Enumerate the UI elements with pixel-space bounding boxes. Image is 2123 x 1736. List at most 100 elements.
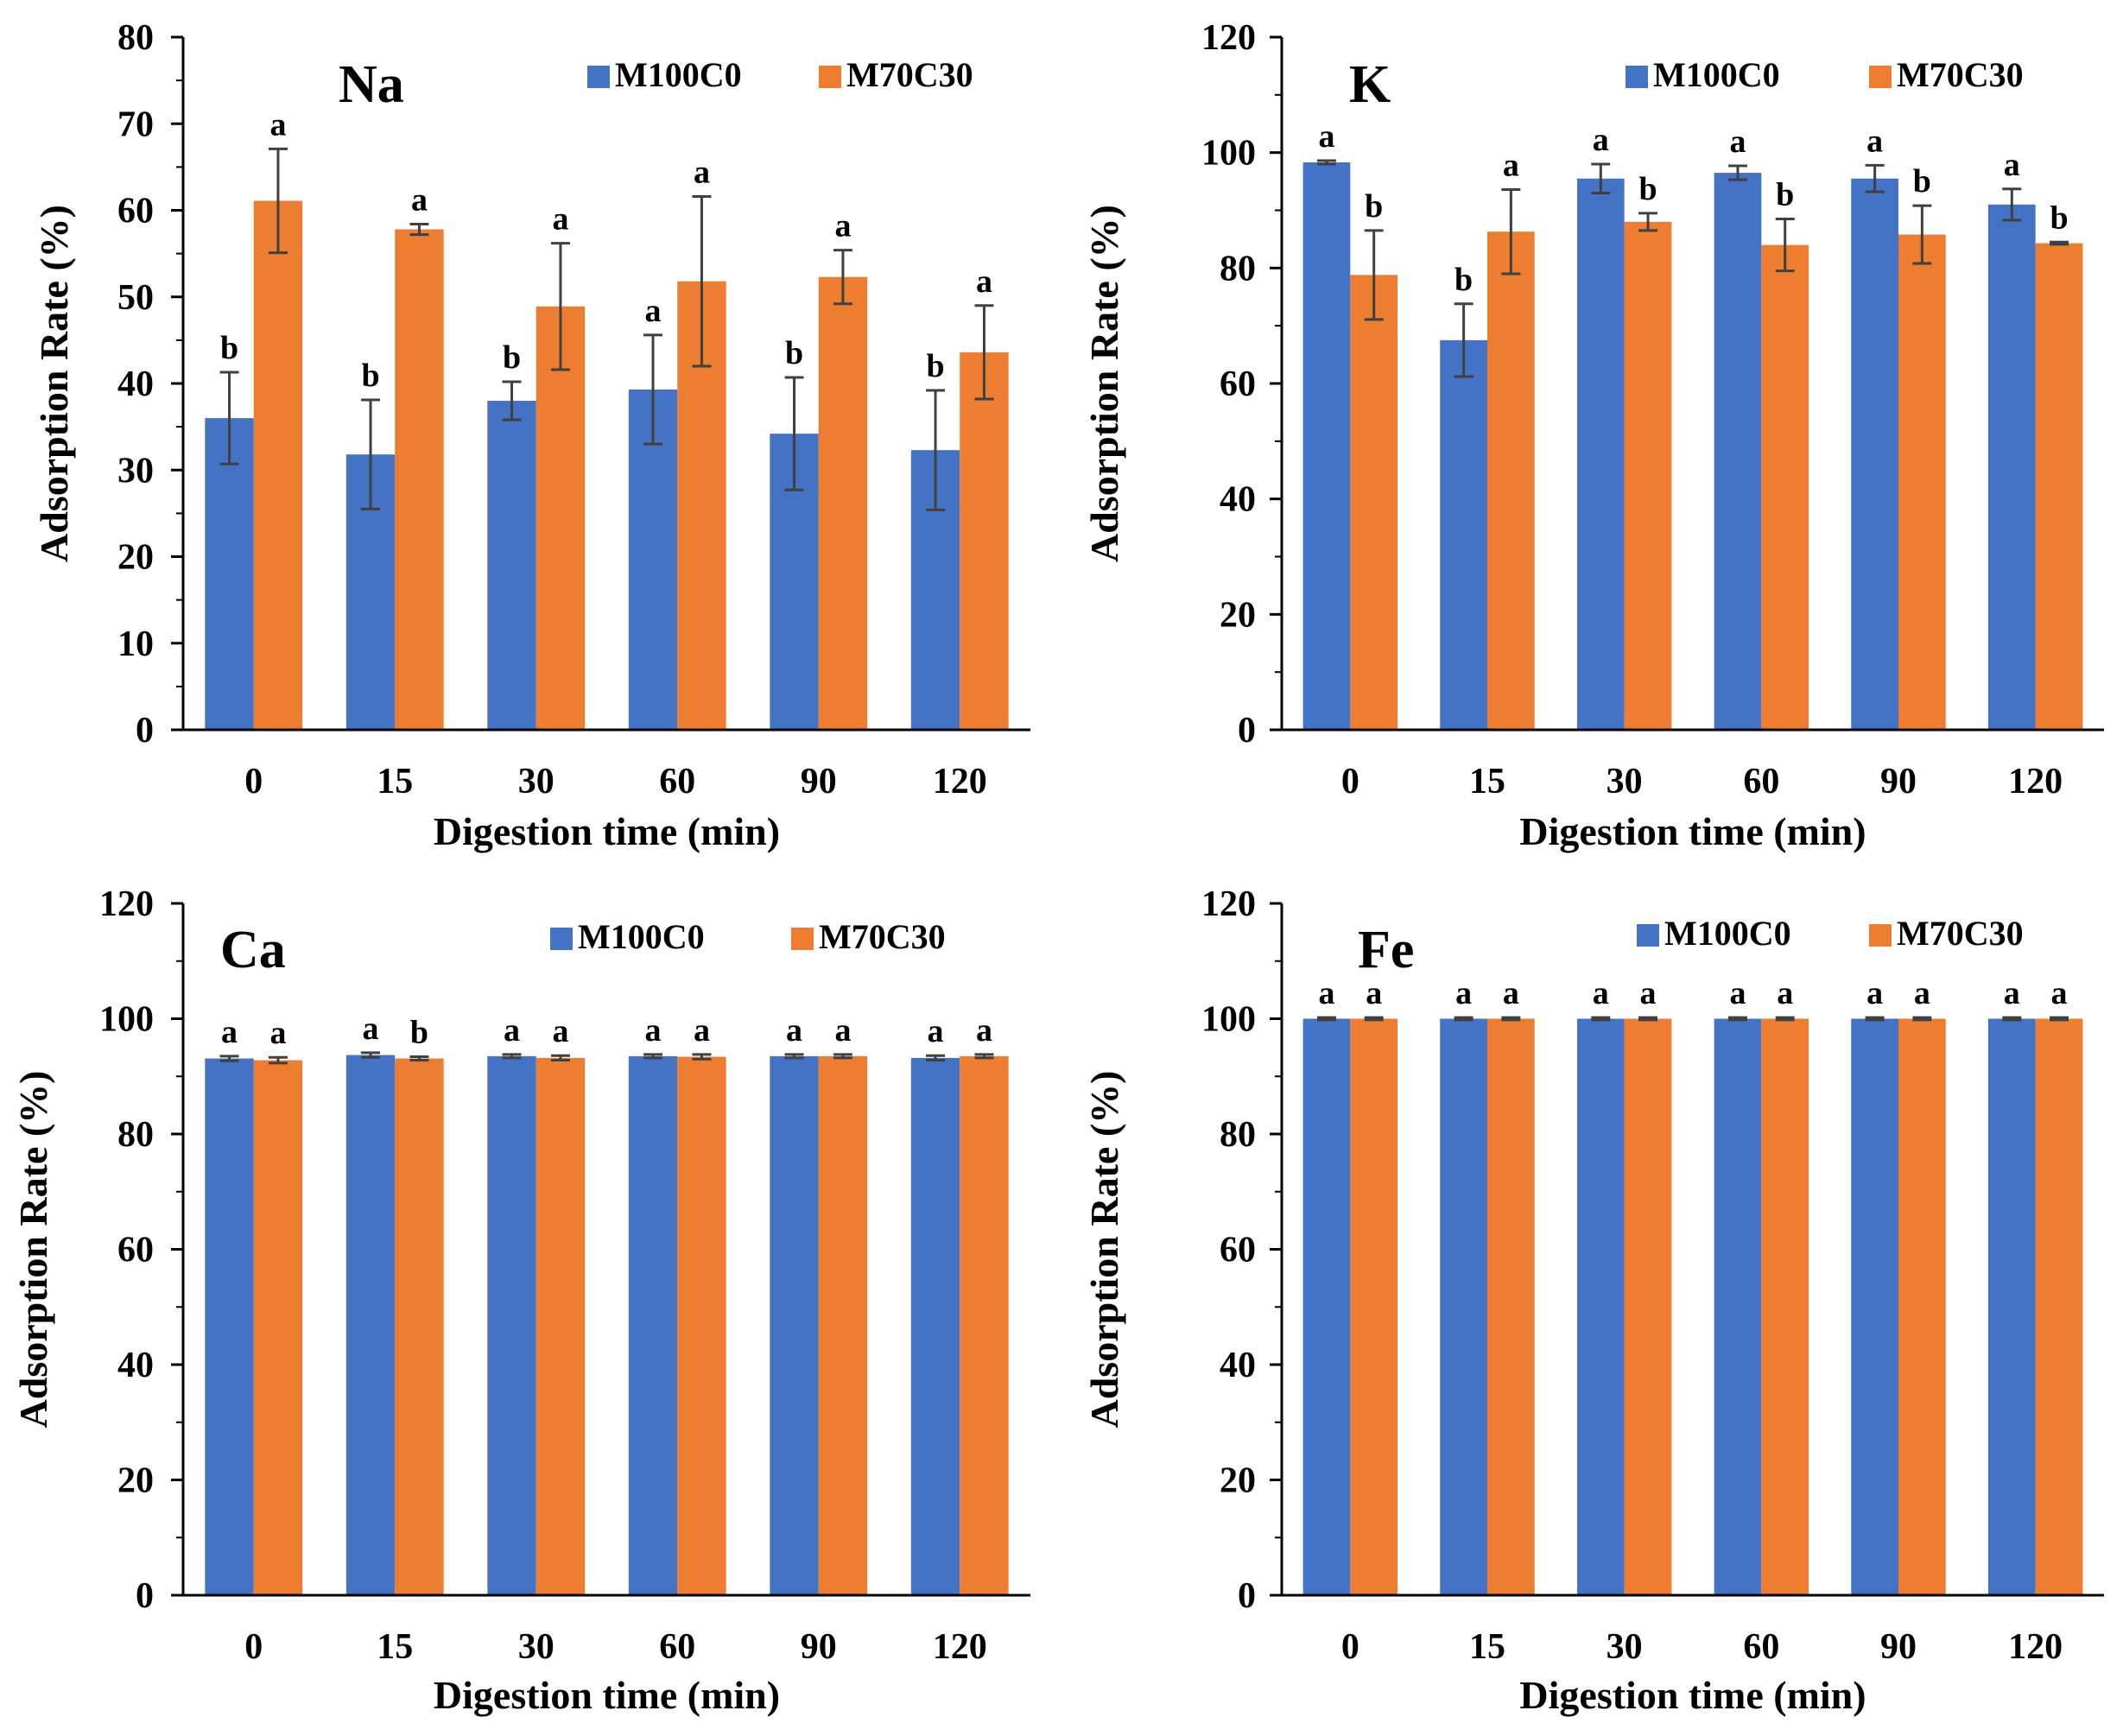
bar-m100c0 — [1987, 204, 2036, 731]
y-tick-label: 70 — [117, 105, 154, 144]
significance-letter: a — [786, 1012, 802, 1049]
bar-m70c30 — [395, 1058, 444, 1595]
significance-letter: a — [269, 1015, 286, 1051]
y-tick-label: 80 — [1220, 1115, 1256, 1155]
legend-label-m70c30: M70C30 — [1897, 55, 2024, 94]
bar-m70c30 — [1761, 1018, 1809, 1595]
significance-letter: b — [1913, 163, 1931, 200]
significance-letter: b — [1454, 262, 1473, 298]
y-tick-label: 80 — [1220, 249, 1256, 288]
bar-m70c30 — [1487, 231, 1535, 730]
y-tick-label: 20 — [1220, 1461, 1256, 1501]
y-tick-label: 40 — [1220, 480, 1256, 520]
bar-m70c30 — [818, 276, 868, 730]
y-tick-label: 120 — [1201, 884, 1256, 924]
significance-letter: a — [976, 1012, 992, 1049]
legend-swatch-m70c30 — [819, 66, 841, 88]
y-tick-label: 50 — [117, 278, 154, 318]
significance-letter: a — [2004, 147, 2020, 183]
x-tick-label: 60 — [1743, 762, 1779, 801]
significance-letter: a — [269, 106, 286, 143]
bar-m70c30 — [1350, 275, 1398, 730]
bar-m70c30 — [1487, 1018, 1535, 1595]
x-tick-label: 120 — [933, 762, 987, 801]
y-tick-label: 0 — [1238, 711, 1256, 751]
significance-letter: b — [1638, 171, 1657, 207]
bar-m100c0 — [345, 1055, 396, 1595]
significance-letter: a — [1866, 975, 1883, 1011]
legend-label-m70c30: M70C30 — [1897, 914, 2024, 953]
significance-letter: b — [1365, 188, 1383, 225]
legend-swatch-m100c0 — [587, 66, 610, 88]
y-tick-label: 60 — [117, 1231, 154, 1270]
chart-panel-na: 0 10 20 30 40 50 60 70 80 b b b a b b a a a a a a 0 15 30 60 90 12… — [32, 18, 1030, 853]
x-axis-title: Digestion time (min) — [434, 1673, 780, 1717]
x-tick-label: 0 — [1341, 1627, 1359, 1667]
significance-letter: a — [1640, 975, 1657, 1011]
legend-label-m100c0: M100C0 — [1664, 914, 1791, 953]
x-tick-label: 0 — [1341, 762, 1359, 801]
significance-letter: a — [504, 1012, 520, 1049]
x-tick-label: 0 — [244, 762, 263, 801]
y-tick-label: 0 — [1238, 1576, 1256, 1616]
legend-swatch-m100c0 — [550, 928, 573, 950]
significance-letter: a — [1729, 124, 1746, 160]
bar-m100c0 — [1714, 1018, 1762, 1595]
legend-swatch-m100c0 — [1637, 924, 1659, 947]
significance-letter: b — [503, 339, 521, 376]
y-tick-label: 120 — [1201, 18, 1256, 58]
x-tick-label: 90 — [801, 1627, 837, 1667]
x-tick-label: 15 — [377, 762, 413, 801]
bar-m100c0 — [628, 390, 678, 730]
y-tick-label: 100 — [99, 1000, 154, 1040]
bar-m70c30 — [2035, 243, 2083, 731]
bar-m70c30 — [395, 229, 444, 730]
bar-m100c0 — [1440, 339, 1487, 730]
panel-title: Ca — [220, 921, 286, 979]
x-tick-label: 15 — [1469, 762, 1505, 801]
y-tick-label: 100 — [1201, 134, 1256, 174]
significance-letter: a — [2004, 975, 2020, 1011]
significance-letter: b — [220, 330, 238, 366]
x-axis-title: Digestion time (min) — [1519, 809, 1866, 853]
significance-letter: b — [785, 335, 803, 371]
x-tick-label: 15 — [1469, 1627, 1505, 1667]
bar-m100c0 — [770, 1055, 819, 1595]
y-tick-label: 20 — [117, 1461, 154, 1501]
significance-letter: b — [410, 1015, 428, 1051]
bar-m70c30 — [1350, 1018, 1398, 1595]
bar-m100c0 — [1440, 1018, 1487, 1595]
bar-m100c0 — [1302, 1018, 1351, 1595]
x-tick-label: 30 — [1607, 1627, 1643, 1667]
significance-letter: a — [928, 1013, 944, 1049]
x-tick-label: 0 — [244, 1627, 263, 1667]
significance-letter: b — [2050, 200, 2068, 236]
y-tick-label: 80 — [117, 18, 154, 58]
y-axis-title: Adsorption Rate (%) — [32, 205, 76, 562]
y-tick-label: 60 — [1220, 364, 1256, 404]
significance-letter: a — [976, 263, 992, 300]
bar-m70c30 — [818, 1055, 868, 1595]
x-tick-label: 60 — [659, 1627, 695, 1667]
bar-m100c0 — [1302, 162, 1351, 731]
bar-m100c0 — [205, 418, 254, 730]
significance-letter: a — [221, 1014, 238, 1050]
x-tick-label: 90 — [1880, 1627, 1917, 1667]
legend-swatch-m70c30 — [1869, 924, 1892, 947]
x-tick-label: 90 — [801, 762, 837, 801]
y-tick-label: 100 — [1201, 1000, 1256, 1040]
significance-letter: a — [1593, 122, 1609, 158]
y-tick-label: 40 — [117, 1346, 154, 1385]
bar-m70c30 — [253, 200, 303, 730]
x-tick-label: 60 — [659, 762, 695, 801]
y-axis-title: Adsorption Rate (%) — [11, 1071, 55, 1429]
panel-title: K — [1349, 55, 1391, 114]
x-tick-label: 30 — [1607, 762, 1643, 801]
legend-swatch-m70c30 — [1869, 66, 1892, 88]
y-axis-title: Adsorption Rate (%) — [1082, 1071, 1126, 1429]
bar-m100c0 — [487, 1055, 536, 1595]
bar-m100c0 — [628, 1055, 678, 1595]
